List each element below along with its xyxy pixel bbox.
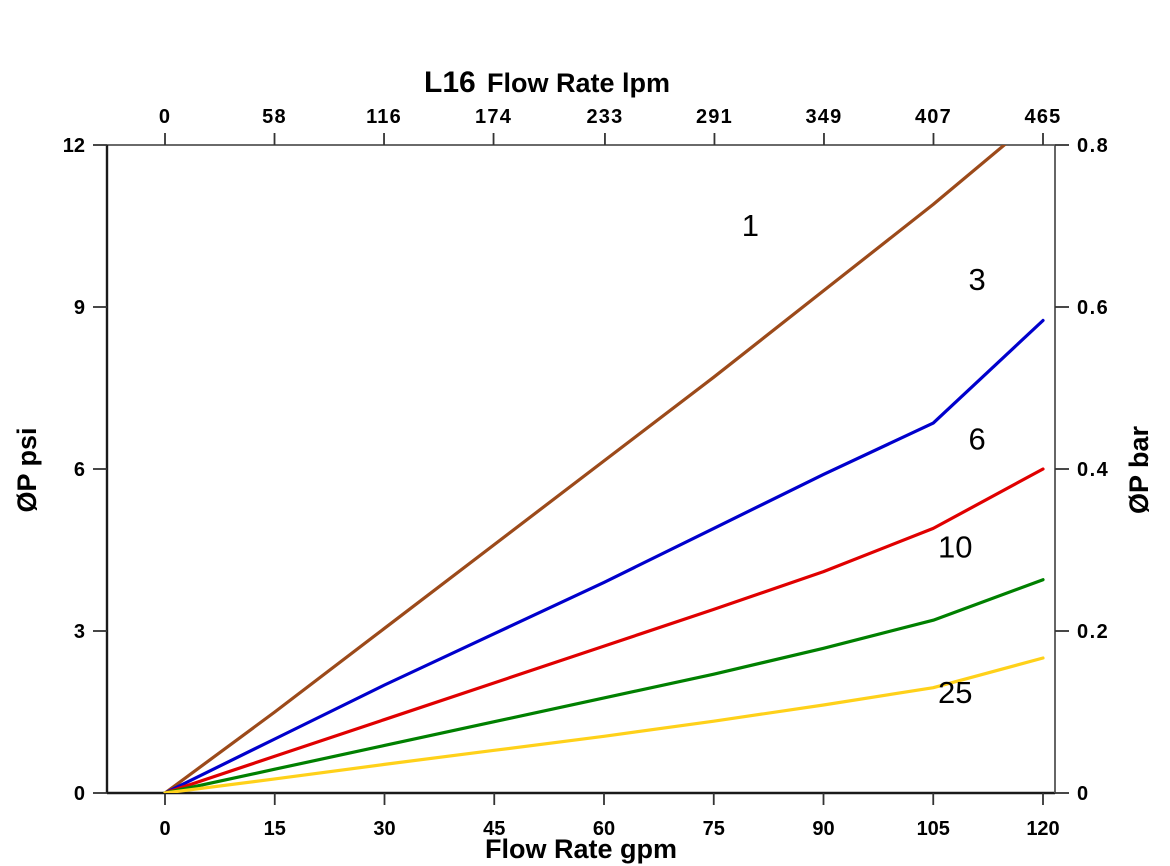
series-labels: 1 3 6 10 25 xyxy=(742,208,986,710)
series-curves xyxy=(163,145,1045,793)
chart-title-prefix: L16 xyxy=(424,66,476,99)
x-tick-label-top: 58 xyxy=(262,106,287,128)
x-axis-bottom-ticks xyxy=(164,793,1044,805)
y-axis-left-ticks xyxy=(93,144,107,794)
series-label-6: 6 xyxy=(969,421,986,456)
y-tick-label-right: 0.2 xyxy=(1077,621,1109,643)
x-tick-label-bottom: 15 xyxy=(264,818,286,840)
series-curve-25 xyxy=(163,656,1045,793)
y-tick-label-right: 0 xyxy=(1077,783,1090,805)
x-tick-label-top: 407 xyxy=(915,106,952,128)
y-tick-label-left: 6 xyxy=(74,459,85,481)
series-label-3: 3 xyxy=(969,262,986,297)
x-axis-label-bottom: Flow Rate gpm xyxy=(485,834,677,864)
series-label-10: 10 xyxy=(938,529,972,564)
x-tick-label-top: 174 xyxy=(475,106,512,128)
x-tick-label-top: 116 xyxy=(366,106,402,128)
y-axis-left-tick-labels: 0 3 6 9 12 xyxy=(63,135,85,805)
x-axis-top-ticks xyxy=(164,133,1044,145)
y-axis-right-ticks xyxy=(1055,144,1069,794)
x-tick-label-top: 233 xyxy=(586,106,623,128)
x-axis-top-tick-labels: 0 58 116 174 233 291 349 407 465 xyxy=(159,106,1062,128)
x-tick-label-top: 0 xyxy=(159,106,171,128)
x-tick-label-bottom: 75 xyxy=(703,818,725,840)
series-label-25: 25 xyxy=(938,675,972,710)
x-tick-label-bottom: 30 xyxy=(373,818,395,840)
y-tick-label-left: 9 xyxy=(74,297,85,319)
series-curve-10 xyxy=(163,578,1045,793)
x-tick-label-bottom: 90 xyxy=(812,818,834,840)
x-tick-label-top: 291 xyxy=(696,106,733,128)
y-axis-label-right: ØP bar xyxy=(1124,425,1154,514)
y-tick-label-left: 0 xyxy=(74,783,85,805)
y-tick-label-right: 0.8 xyxy=(1077,135,1109,157)
x-tick-label-bottom: 45 xyxy=(483,818,505,840)
y-tick-label-left: 3 xyxy=(74,621,85,643)
x-tick-label-bottom: 0 xyxy=(159,818,170,840)
series-label-1: 1 xyxy=(742,208,759,243)
x-axis-bottom-tick-labels: 0 15 30 45 60 75 90 105 120 xyxy=(159,818,1059,840)
x-tick-label-top: 349 xyxy=(805,106,842,128)
y-tick-label-right: 0.6 xyxy=(1077,297,1109,319)
x-tick-label-bottom: 105 xyxy=(917,818,950,840)
chart-title-unit: Flow Rate lpm xyxy=(487,68,670,98)
y-tick-label-right: 0.4 xyxy=(1077,459,1109,481)
x-tick-label-top: 465 xyxy=(1025,106,1062,128)
y-tick-label-left: 12 xyxy=(63,135,85,157)
y-axis-right-tick-labels: 0 0.2 0.4 0.6 0.8 xyxy=(1077,135,1109,805)
x-tick-label-bottom: 120 xyxy=(1026,818,1059,840)
series-curve-1 xyxy=(163,145,1007,793)
series-curve-6 xyxy=(163,467,1045,793)
y-axis-label-left: ØP psi xyxy=(12,427,42,512)
series-curve-3 xyxy=(163,318,1045,793)
x-tick-label-bottom: 60 xyxy=(593,818,615,840)
